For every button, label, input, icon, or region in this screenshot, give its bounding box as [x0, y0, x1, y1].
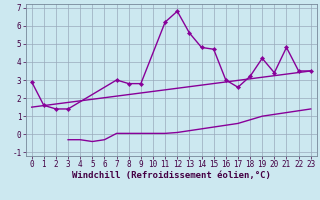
X-axis label: Windchill (Refroidissement éolien,°C): Windchill (Refroidissement éolien,°C) [72, 171, 271, 180]
